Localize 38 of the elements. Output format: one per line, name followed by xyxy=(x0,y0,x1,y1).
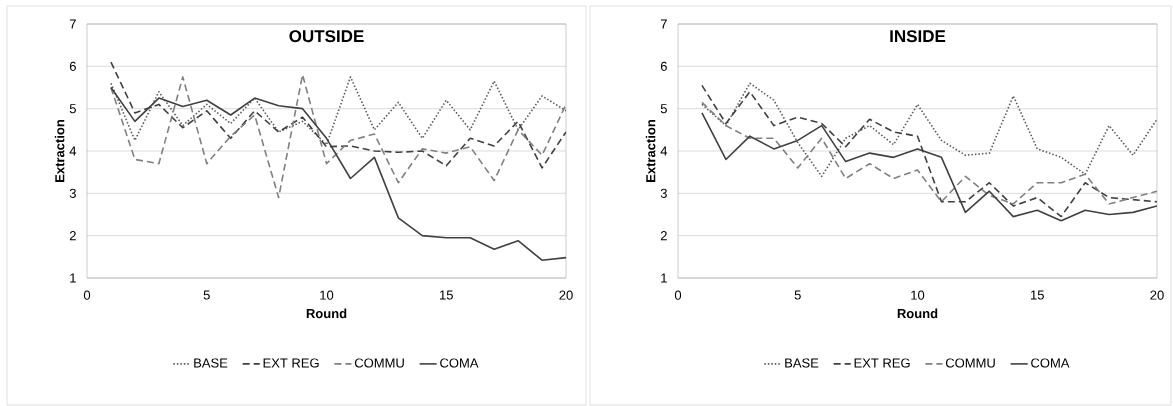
x-tick-label: 20 xyxy=(1150,290,1164,300)
x-tick-label: 10 xyxy=(911,290,925,300)
y-tick-label: 4 xyxy=(660,146,668,156)
y-tick-label: 7 xyxy=(69,19,76,29)
x-tick-label: 20 xyxy=(559,290,573,300)
y-tick-label: 2 xyxy=(660,231,667,241)
y-tick-label: 7 xyxy=(660,19,667,29)
x-tick-label: 5 xyxy=(794,290,801,300)
y-tick-label: 6 xyxy=(69,61,76,71)
y-tick-label: 1 xyxy=(661,273,667,283)
y-tick-label: 3 xyxy=(69,188,76,198)
x-tick-label: 5 xyxy=(203,290,210,300)
x-tick-label: 0 xyxy=(674,290,682,300)
x-tick-label: 15 xyxy=(440,290,453,300)
y-tick-label: 6 xyxy=(660,61,667,71)
legend-label: COMMU xyxy=(354,358,404,368)
legend-label: EXT REG xyxy=(854,358,910,368)
x-axis-title: Round xyxy=(306,308,347,319)
x-tick-label: 0 xyxy=(83,290,91,300)
y-tick-label: 1 xyxy=(70,273,76,283)
x-tick-label: 15 xyxy=(1031,290,1044,300)
y-tick-label: 2 xyxy=(69,231,76,241)
legend-label: COMA xyxy=(440,358,479,368)
chart-title: OUTSIDE xyxy=(289,30,364,43)
legend-label: BASE xyxy=(785,358,819,368)
legend-label: COMA xyxy=(1031,358,1070,368)
y-tick-label: 5 xyxy=(69,104,76,114)
y-axis-title: Extraction xyxy=(645,120,656,182)
chart-title: INSIDE xyxy=(890,30,946,43)
legend-label: COMMU xyxy=(945,358,995,368)
y-tick-label: 4 xyxy=(69,146,77,156)
y-tick-label: 3 xyxy=(660,188,667,198)
legend-label: BASE xyxy=(194,358,228,368)
y-axis-title: Extraction xyxy=(54,120,65,182)
x-axis-title: Round xyxy=(897,308,938,319)
y-tick-label: 5 xyxy=(660,104,667,114)
x-tick-label: 10 xyxy=(320,290,334,300)
legend-label: EXT REG xyxy=(263,358,319,368)
